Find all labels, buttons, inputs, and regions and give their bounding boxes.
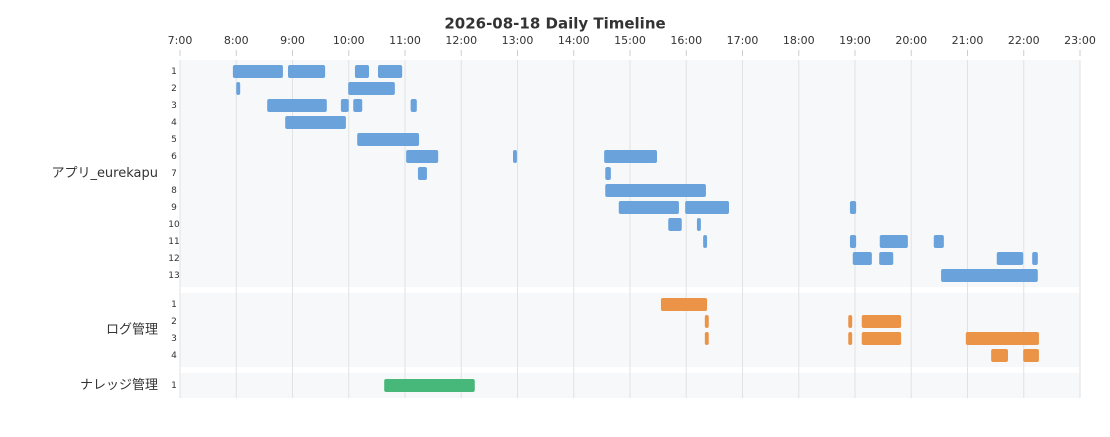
time-bar (941, 269, 1038, 282)
x-tick-label: 12:00 (445, 34, 477, 47)
x-tick-label: 20:00 (895, 34, 927, 47)
lane-label: 8 (171, 186, 177, 196)
time-bar (879, 235, 908, 248)
lane-label: 1 (171, 300, 177, 310)
time-bar (417, 167, 427, 180)
time-bar (852, 252, 872, 265)
x-tick-label: 16:00 (670, 34, 702, 47)
time-bar (849, 201, 857, 214)
x-tick-label: 18:00 (783, 34, 815, 47)
x-tick-label: 11:00 (389, 34, 421, 47)
time-bar (353, 99, 363, 112)
time-bar (861, 332, 902, 345)
x-tick-label: 7:00 (168, 34, 193, 47)
time-bar (605, 184, 706, 197)
time-bar (288, 65, 326, 78)
time-bar (513, 150, 517, 163)
lane-label: 3 (171, 101, 177, 111)
time-bar (410, 99, 417, 112)
time-bar (879, 252, 894, 265)
time-bar (703, 235, 708, 248)
x-tick-label: 10:00 (333, 34, 365, 47)
time-bar (378, 65, 403, 78)
time-bar (618, 201, 679, 214)
lane-label: 12 (168, 254, 179, 264)
time-bar (704, 315, 709, 328)
lane-label: 11 (168, 237, 179, 247)
time-bar (348, 82, 395, 95)
time-bar (605, 167, 611, 180)
time-bar (704, 332, 709, 345)
x-tick-label: 17:00 (727, 34, 759, 47)
time-bar (861, 315, 902, 328)
time-bar (285, 116, 346, 129)
lane-label: 10 (168, 220, 180, 230)
lane-label: 1 (171, 67, 177, 77)
time-bar (933, 235, 944, 248)
x-tick-label: 15:00 (614, 34, 646, 47)
time-bar (604, 150, 657, 163)
x-tick-label: 13:00 (502, 34, 534, 47)
group-label: ナレッジ管理 (80, 378, 158, 393)
time-bar (685, 201, 729, 214)
lane-label: 9 (171, 203, 177, 213)
lane-label: 1 (171, 381, 177, 391)
group-label: ログ管理 (106, 323, 158, 338)
lane-label: 7 (171, 169, 177, 179)
time-bar (357, 133, 420, 146)
time-bar (996, 252, 1024, 265)
time-bar (236, 82, 241, 95)
time-bar (406, 150, 439, 163)
lane-label: 13 (168, 271, 179, 281)
time-bar (340, 99, 349, 112)
lane-label: 4 (171, 118, 177, 128)
time-bar (660, 298, 708, 311)
time-bar (965, 332, 1039, 345)
time-bar (1023, 349, 1039, 362)
lane-label: 2 (171, 317, 177, 327)
lane-label: 5 (171, 135, 177, 145)
time-bar (848, 315, 853, 328)
time-bar (354, 65, 369, 78)
x-tick-label: 23:00 (1064, 34, 1096, 47)
time-bar (668, 218, 682, 231)
time-bar (232, 65, 283, 78)
time-bar (991, 349, 1008, 362)
x-tick-label: 21:00 (952, 34, 984, 47)
time-bar (1032, 252, 1038, 265)
time-bar (384, 379, 475, 392)
x-tick-label: 19:00 (839, 34, 871, 47)
group-label: アプリ_eurekapu (51, 166, 158, 181)
x-tick-label: 14:00 (558, 34, 590, 47)
lane-label: 6 (171, 152, 177, 162)
lane-label: 4 (171, 351, 177, 361)
x-tick-label: 22:00 (1008, 34, 1040, 47)
x-tick-label: 8:00 (224, 34, 249, 47)
time-bar (267, 99, 327, 112)
time-bar (849, 235, 857, 248)
x-tick-label: 9:00 (280, 34, 305, 47)
lane-label: 2 (171, 84, 177, 94)
time-bar (848, 332, 853, 345)
time-bar (696, 218, 701, 231)
lane-label: 3 (171, 334, 177, 344)
chart-title: 2026-08-18 Daily Timeline (444, 15, 665, 33)
